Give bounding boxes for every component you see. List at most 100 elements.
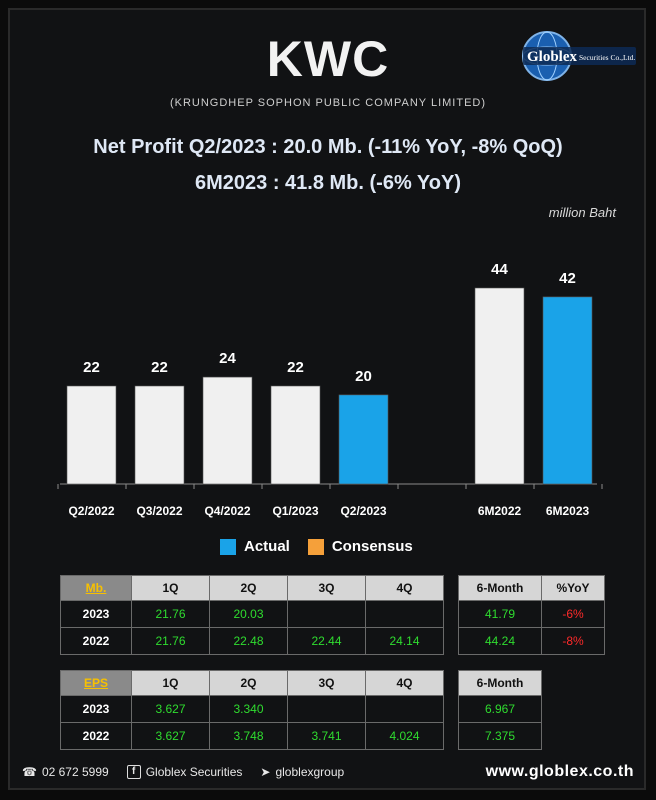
- net-profit-chart: 22 Q2/2022 22 Q3/2022 24 Q4/2022 22 Q1/2023 20 Q2…: [57, 261, 603, 518]
- chart-legend: Actual Consensus: [220, 538, 431, 555]
- eps-side-header-6month: 6-Month: [458, 670, 542, 696]
- data-label-6M2022: 44: [491, 261, 508, 278]
- eps-table-header: EPS 1Q 2Q 3Q 4Q: [60, 670, 444, 696]
- logo-subtext: Securities Co.,Ltd.: [579, 53, 635, 62]
- data-label-Q3/2022: 22: [151, 359, 168, 376]
- tick-label-Q1/2023: Q1/2023: [272, 504, 318, 518]
- table-cell: [365, 695, 444, 723]
- row-year: 2023: [60, 695, 132, 723]
- eps-side-header: 6-Month: [458, 670, 542, 696]
- legend-consensus: Consensus: [307, 538, 413, 555]
- six-month-headline: 6M2023 : 41.8 Mb. (-6% YoY): [194, 172, 461, 194]
- table-cell: 22.48: [209, 627, 288, 655]
- tick-label-6M2022: 6M2022: [478, 504, 522, 518]
- mb-table-header: Mb. 1Q 2Q 3Q 4Q: [60, 575, 444, 601]
- table-cell: 21.76: [131, 627, 210, 655]
- table-cell: 3.741: [287, 722, 366, 750]
- table-row: 2023 21.76 20.03: [60, 600, 444, 628]
- eps-header-3q: 3Q: [287, 670, 366, 696]
- table-row: 7.375: [458, 722, 542, 750]
- chart-bar-Q2/2023: [338, 394, 389, 485]
- footer-phone: ☎ 02 672 5999: [22, 765, 109, 779]
- table-row: 6.967: [458, 695, 542, 723]
- row-year: 2022: [60, 627, 132, 655]
- table-cell: -6%: [541, 600, 605, 628]
- table-cell: [287, 600, 366, 628]
- chart-bar-6M2022: [474, 287, 525, 485]
- table-row: 2023 3.627 3.340: [60, 695, 444, 723]
- website-link[interactable]: www.globlex.co.th: [485, 763, 634, 780]
- tick-label-Q2/2023: Q2/2023: [340, 504, 386, 518]
- table-cell: 21.76: [131, 600, 210, 628]
- table-cell: -8%: [541, 627, 605, 655]
- footer-contacts: ☎ 02 672 5999 f Globlex Securities ➤ glo…: [22, 765, 362, 779]
- table-row: 2022 21.76 22.48 22.44 24.14: [60, 627, 444, 655]
- legend-consensus-swatch: [307, 538, 324, 555]
- legend-consensus-label: Consensus: [331, 538, 413, 555]
- globlex-logo: Globlex Securities Co.,Ltd.: [522, 31, 636, 81]
- telegram-icon: ➤: [260, 765, 271, 779]
- eps-header-1q: 1Q: [131, 670, 210, 696]
- eps-table-corner: EPS: [60, 670, 132, 696]
- tick-label-Q3/2022: Q3/2022: [136, 504, 182, 518]
- phone-icon: ☎: [22, 765, 37, 779]
- mb-header-1q: 1Q: [131, 575, 210, 601]
- data-label-Q1/2023: 22: [287, 359, 304, 376]
- phone-text: 02 672 5999: [41, 765, 109, 779]
- table-cell: [365, 600, 444, 628]
- net-profit-headline: Net Profit Q2/2023 : 20.0 Mb. (-11% YoY,…: [93, 136, 563, 158]
- table-row: 44.24 -8%: [458, 627, 605, 655]
- data-label-Q2/2023: 20: [355, 368, 372, 385]
- chart-bar-6M2023: [542, 296, 593, 485]
- table-cell: 3.340: [209, 695, 288, 723]
- mb-table: Mb. 1Q 2Q 3Q 4Q 2023 21.76 20.03 2022 21…: [60, 575, 444, 655]
- data-label-Q4/2022: 24: [219, 350, 236, 367]
- table-cell: 7.375: [458, 722, 542, 750]
- mb-table-corner: Mb.: [60, 575, 132, 601]
- unit-label: million Baht: [548, 205, 616, 220]
- data-label-Q2/2022: 22: [83, 359, 100, 376]
- legend-actual: Actual: [220, 538, 290, 555]
- mb-side-table: 6-Month %YoY 41.79 -6% 44.24 -8%: [458, 575, 605, 655]
- table-cell: 6.967: [458, 695, 542, 723]
- facebook-icon: f: [126, 765, 141, 779]
- legend-actual-label: Actual: [244, 538, 290, 555]
- table-cell: 3.748: [209, 722, 288, 750]
- eps-table: EPS 1Q 2Q 3Q 4Q 2023 3.627 3.340 2022 3.…: [60, 670, 444, 750]
- footer-facebook[interactable]: f Globlex Securities: [126, 765, 243, 779]
- eps-header-4q: 4Q: [365, 670, 444, 696]
- mb-header-4q: 4Q: [365, 575, 444, 601]
- mb-side-header-6month: 6-Month: [458, 575, 542, 601]
- facebook-text: Globlex Securities: [145, 765, 243, 779]
- mb-header-2q: 2Q: [209, 575, 288, 601]
- table-row: 41.79 -6%: [458, 600, 605, 628]
- tick-label-Q2/2022: Q2/2022: [68, 504, 114, 518]
- table-row: 2022 3.627 3.748 3.741 4.024: [60, 722, 444, 750]
- footer-telegram[interactable]: ➤ globlexgroup: [260, 765, 344, 779]
- tick-label-Q4/2022: Q4/2022: [204, 504, 250, 518]
- mb-header-3q: 3Q: [287, 575, 366, 601]
- data-label-6M2023: 42: [559, 270, 576, 287]
- table-cell: 22.44: [287, 627, 366, 655]
- table-cell: 24.14: [365, 627, 444, 655]
- company-name: (KRUNGDHEP SOPHON PUBLIC COMPANY LIMITED…: [169, 97, 487, 109]
- row-year: 2023: [60, 600, 132, 628]
- chart-bar-Q4/2022: [202, 376, 253, 485]
- mb-side-header-yoy: %YoY: [541, 575, 605, 601]
- legend-actual-swatch: [220, 538, 236, 555]
- eps-side-table: 6-Month 6.967 7.375: [458, 670, 542, 750]
- table-cell: 3.627: [131, 722, 210, 750]
- page-title: KWC: [266, 31, 390, 87]
- eps-header-2q: 2Q: [209, 670, 288, 696]
- table-cell: 4.024: [365, 722, 444, 750]
- chart-bar-Q3/2022: [134, 385, 185, 485]
- table-cell: 20.03: [209, 600, 288, 628]
- chart-bar-Q2/2022: [66, 385, 117, 485]
- mb-side-header: 6-Month %YoY: [458, 575, 605, 601]
- telegram-text: globlexgroup: [275, 765, 345, 779]
- table-cell: 44.24: [458, 627, 542, 655]
- table-cell: 3.627: [131, 695, 210, 723]
- table-cell: 41.79: [458, 600, 542, 628]
- tick-label-6M2023: 6M2023: [546, 504, 590, 518]
- row-year: 2022: [60, 722, 132, 750]
